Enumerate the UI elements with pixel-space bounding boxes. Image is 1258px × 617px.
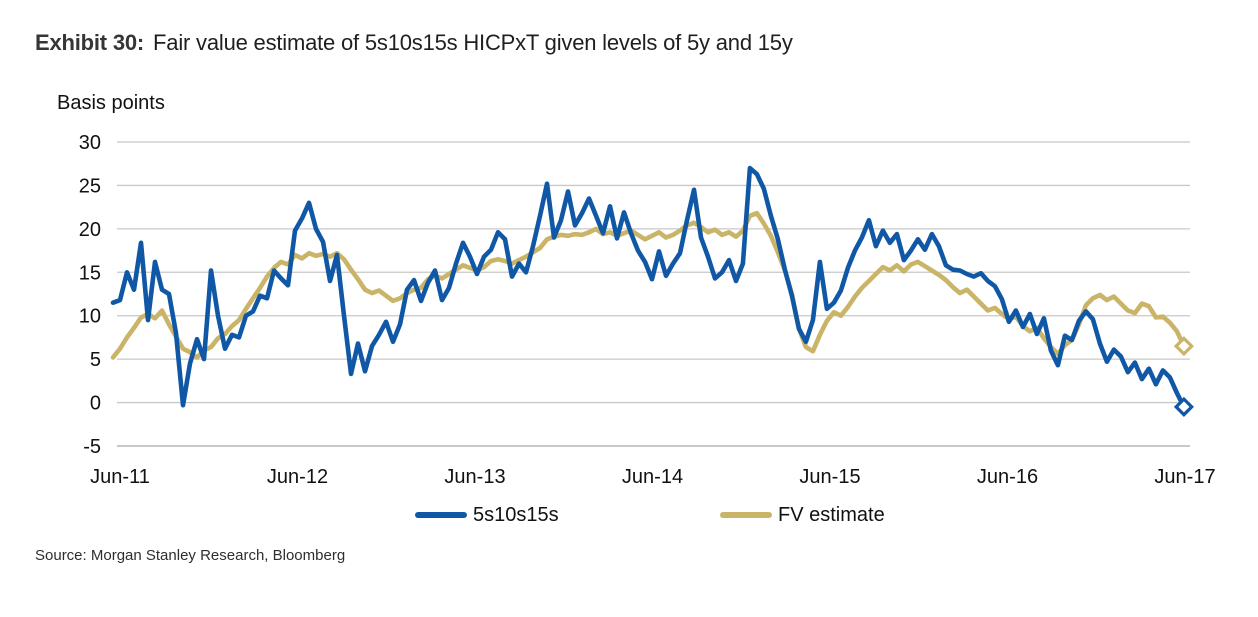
legend-item-5s10s15s: 5s10s15s (415, 502, 559, 528)
y-tick-label: 20 (79, 219, 101, 241)
series-end-diamond-marker (1173, 336, 1194, 357)
x-tick-label: Jun-14 (622, 466, 683, 488)
page-title: Exhibit 30: Fair value estimate of 5s10s1… (35, 30, 793, 56)
series-line-fv-estimate (110, 210, 1187, 360)
legend-line-swatch-tan (720, 512, 772, 518)
y-tick-label: 15 (79, 262, 101, 284)
y-tick-label: 25 (79, 175, 101, 197)
x-tick-label: Jun-11 (90, 466, 150, 488)
y-axis-title: Basis points (57, 92, 165, 114)
y-tick-label: 10 (79, 306, 101, 328)
y-tick-label: -5 (83, 436, 101, 458)
y-tick-label: 0 (90, 393, 101, 415)
x-tick-label: Jun-15 (799, 466, 860, 488)
x-tick-label: Jun-13 (444, 466, 505, 488)
source-note: Source: Morgan Stanley Research, Bloombe… (35, 547, 346, 564)
series-end-diamond-marker (1173, 396, 1194, 417)
x-tick-label: Jun-12 (267, 466, 328, 488)
exhibit-number-label: Exhibit 30: (35, 30, 145, 55)
legend-label-5s10s15s: 5s10s15s (473, 503, 559, 526)
x-tick-label: Jun-16 (977, 466, 1038, 488)
chart-title-text: Fair value estimate of 5s10s15s HICPxT g… (153, 30, 793, 55)
legend-label-fv-estimate: FV estimate (778, 503, 885, 526)
legend-line-swatch-blue (415, 512, 467, 518)
legend-item-fv-estimate: FV estimate (720, 502, 885, 528)
y-tick-label: 30 (79, 132, 101, 154)
x-tick-label: Jun-17 (1154, 466, 1215, 488)
y-tick-label: 5 (90, 349, 101, 371)
series-line-5s10s15s (110, 165, 1187, 410)
